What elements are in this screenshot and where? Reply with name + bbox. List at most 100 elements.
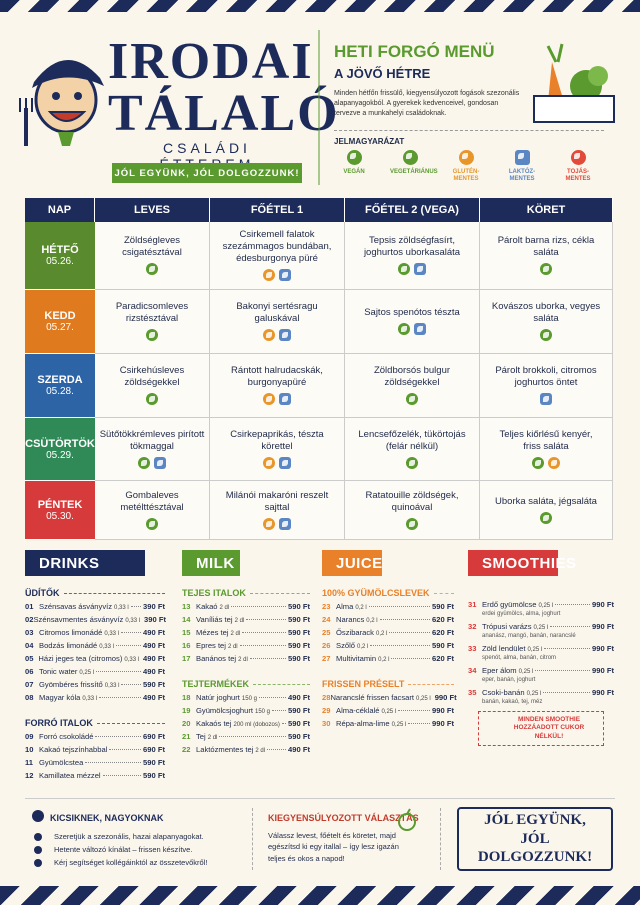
smoothie-ingredients: ananász, mangó, banán, narancslé [482, 633, 576, 639]
diet-icon [540, 393, 552, 406]
dish-icons [538, 393, 554, 406]
leader [272, 710, 287, 711]
legend-item: LAKTÓZ-MENTES [494, 149, 550, 182]
section-header: SMOOTHIES [468, 550, 576, 576]
dish-icons [538, 329, 554, 342]
menu-item: 21 Tej 2 dl 590 Ft [182, 732, 310, 745]
day-cell: HÉTFŐ 05.26. [25, 222, 95, 290]
item-price: 390 Ft [144, 615, 166, 624]
subsection-title: TEJTERMÉKEK [182, 679, 310, 689]
diet-icon [146, 517, 158, 530]
item-name: Banános tej [196, 654, 237, 663]
item-price: 990 Ft [592, 600, 614, 609]
diet-icon [402, 150, 418, 166]
item-number: 31 [468, 600, 477, 609]
leader [115, 645, 142, 646]
item-size: 0,25 l [416, 696, 431, 702]
item-price: 490 Ft [143, 641, 165, 650]
item-number: 33 [468, 644, 477, 653]
item-size: 2 dl [230, 631, 241, 637]
subsection-title: TEJES ITALOK [182, 588, 310, 598]
item-number: 23 [322, 602, 331, 611]
section-body: ÜDÍTŐK 01 Szénsavas ásványvíz 0,33 l 390 Ft 0… [25, 582, 166, 784]
item-number: 25 [322, 628, 331, 637]
leader [85, 762, 142, 763]
dish-cell: Lencsefőzelék, tükörtojás (felár nélkül) [345, 418, 480, 481]
item-name: Alma [336, 602, 354, 611]
dish-name: Tepsis zöldségfasírt, joghurtos uborkasa… [363, 235, 461, 259]
dish-icons [261, 517, 293, 530]
menu-item: 06 Tonic water 0,25 l 490 Ft [25, 667, 165, 680]
item-price: 590 Ft [288, 732, 310, 741]
item-price: 620 Ft [432, 654, 454, 663]
subsection-title: ÜDÍTŐK [25, 588, 165, 598]
item-price: 590 Ft [143, 771, 165, 780]
item-name: Trópusi varázs [482, 622, 532, 631]
item-name: Tej [196, 732, 206, 741]
item-name: Alma-céklalé [336, 706, 380, 715]
legend-item: VEGETÁRIÁNUS [382, 149, 438, 176]
day-name: HÉTFŐ [41, 244, 79, 256]
item-name: Őszibarack [336, 628, 374, 637]
balanced-text: Válassz levest, főételt és köretet, majd… [268, 831, 399, 863]
item-name: Narancslé frissen facsart [330, 693, 415, 702]
dish-icons [538, 511, 554, 524]
footer-slogan: JÓL EGYÜNK, JÓL DOLGOZZUNK! [457, 807, 613, 871]
leader [389, 632, 431, 633]
diet-icon [279, 269, 291, 282]
item-price: 590 Ft [432, 641, 454, 650]
item-name: Kamillatea mézzel [39, 771, 101, 780]
diet-icon [406, 456, 418, 469]
day-date: 05.27. [46, 322, 74, 333]
diet-icon [279, 456, 291, 469]
menu-item: 04 Bodzás limonádé 0,33 l 490 Ft [25, 641, 165, 654]
item-number: 29 [322, 706, 331, 715]
smoothie-ingredients: erdei gyümölcs, alma, joghurt [482, 611, 561, 617]
item-number: 04 [25, 641, 34, 650]
diet-icon [138, 456, 150, 469]
item-number: 08 [25, 693, 34, 702]
mascot [19, 59, 104, 146]
diet-icon [532, 456, 544, 469]
day-name: PÉNTEK [37, 498, 83, 511]
item-price: 590 Ft [288, 654, 310, 663]
menu-item: 08 Magyar kóla 0,33 l 490 Ft [25, 693, 165, 706]
column-header: FŐÉTEL 1 [210, 198, 345, 222]
menu-item: 15 Mézes tej 2 dl 590 Ft [182, 628, 310, 641]
diet-icon [263, 456, 275, 469]
dish-name: Csirkepaprikás, tészta körettel [230, 428, 324, 452]
diet-icon [458, 150, 474, 166]
leader [555, 604, 591, 605]
leader [391, 658, 431, 659]
section-body: TEJES ITALOK 13 Kakaó 2 dl 590 Ft 14 Vaníliás … [182, 582, 310, 758]
day-cell: SZERDA 05.28. [25, 354, 95, 418]
item-size: 0,2 l [375, 631, 388, 637]
item-price: 590 Ft [143, 680, 165, 689]
item-size: 200 ml (dobozos) [233, 722, 280, 728]
day-cell: PÉNTEK 05.30. [25, 481, 95, 540]
dish-name: Gombaleves metélttésztával [120, 489, 184, 513]
dish-icons [261, 456, 293, 469]
menu-item: 20 Kakaós tej 200 ml (dobozos) 590 Ft [182, 719, 310, 732]
item-name: Eper álom [482, 666, 517, 675]
smoothie-row: 31 Erdő gyümölcse 0,25 l 990 Ft erdei gyümöl… [468, 600, 614, 617]
day-date: 05.30. [46, 510, 74, 522]
kids-icon [32, 810, 44, 822]
diet-icon [414, 263, 426, 276]
smoothie-row: 33 Zöld lendület 0,25 l 990 Ft spenót, alma,… [468, 644, 614, 661]
column-header: KÖRET [480, 198, 613, 222]
item-name: Szőlő [336, 641, 355, 650]
item-size: 0,33 l [82, 696, 98, 702]
diet-icon [154, 456, 166, 469]
menu-item: 11 Gyümölcstea 590 Ft [25, 758, 165, 771]
item-size: 2 dl [219, 605, 230, 611]
kids-lines: Szeretjük a szezonális, hazai alapanyago… [34, 830, 244, 869]
diet-icon [279, 329, 291, 342]
smoothie-row: 34 Eper álom 0,25 l 990 Ft eper, banán, jogh… [468, 666, 614, 683]
diet-icon [406, 393, 418, 406]
leader [242, 632, 287, 633]
diet-icon [263, 393, 275, 406]
item-size: 150 g [254, 709, 270, 715]
item-price: 590 Ft [288, 719, 310, 728]
item-name: Szénsavmentes ásványvíz [33, 615, 124, 624]
